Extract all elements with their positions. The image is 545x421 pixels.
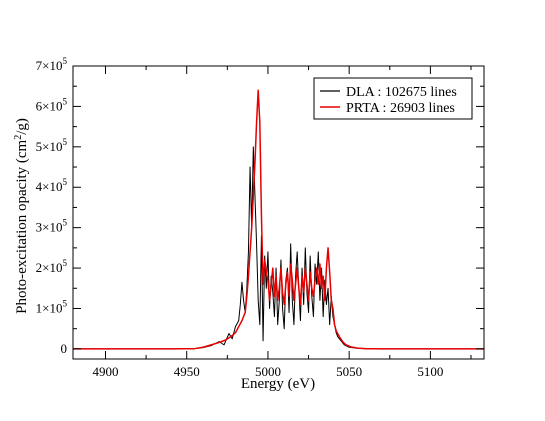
- plot-frame: [72, 65, 485, 360]
- y-tick-label: 2×105: [36, 258, 68, 275]
- legend-box: [313, 77, 473, 120]
- series-layer: [73, 89, 484, 350]
- y-axis-label-main: Photo-excitation opacity (cm: [14, 139, 30, 313]
- x-axis-label: Energy (eV): [241, 376, 315, 392]
- x-tick-label: 5000: [255, 364, 281, 379]
- y-tick-label: 0: [61, 341, 68, 356]
- y-tick-label: 5×105: [36, 137, 68, 154]
- x-tick-label: 4950: [174, 364, 200, 379]
- x-tick-label: 5100: [417, 364, 443, 379]
- x-tick-label: 5050: [336, 364, 362, 379]
- y-tick-label: 7×105: [36, 56, 68, 73]
- y-tick-label: 1×105: [36, 298, 68, 315]
- y-tick-label: 6×105: [36, 96, 68, 113]
- legend: DLA : 102675 lines PRTA : 26903 lines: [313, 77, 473, 120]
- x-tick-label: 4900: [92, 364, 118, 379]
- y-axis-label-tail: /g): [14, 118, 30, 135]
- ticks-layer: 4900 4950 5000 5050 5100 0 1×105 2×105 3×105 4×10…: [36, 56, 484, 379]
- y-axis-label: Photo-excitation opacity (cm2/g): [13, 118, 30, 314]
- y-tick-label: 4×105: [36, 177, 68, 194]
- series-line-prta: [73, 89, 484, 350]
- legend-label-prta: PRTA : 26903 lines: [346, 101, 455, 116]
- y-tick-label: 3×105: [36, 218, 68, 235]
- y-axis-label-superscript: 2: [13, 135, 24, 140]
- legend-label-dla: DLA : 102675 lines: [346, 85, 457, 100]
